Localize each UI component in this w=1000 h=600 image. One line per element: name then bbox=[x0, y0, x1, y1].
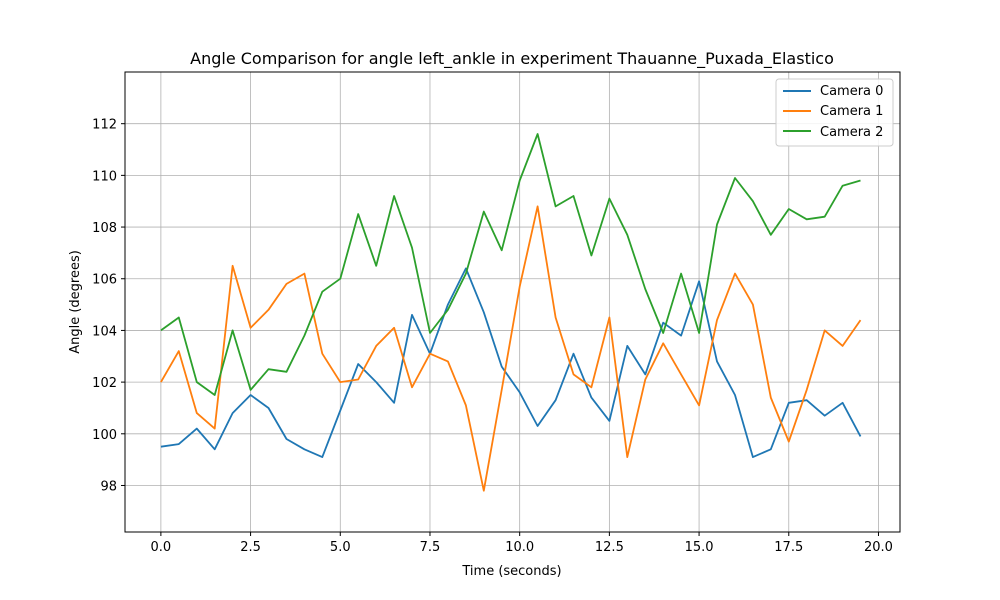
legend-box bbox=[775, 78, 894, 147]
y-axis-label: Angle (degrees) bbox=[68, 250, 83, 354]
axis-ticks: 0.0 2.5 5.0 7.5 10.0 12.5 15.0 17.5 20.0 98 100 102… bbox=[92, 118, 893, 555]
legend-label-camera-0: Camera 0 bbox=[820, 84, 883, 99]
y-tick-label: 106 bbox=[92, 273, 117, 288]
x-tick-label: 5.0 bbox=[330, 540, 351, 555]
x-tick-label: 10.0 bbox=[505, 540, 534, 555]
legend-label-camera-2: Camera 2 bbox=[820, 125, 883, 140]
plot-lines bbox=[160, 133, 862, 492]
y-tick-label: 112 bbox=[92, 118, 117, 133]
series-line-camera-2 bbox=[160, 133, 861, 396]
legend: Camera 0 Camera 1 Camera 2 bbox=[775, 78, 894, 147]
x-tick-label: 15.0 bbox=[685, 540, 714, 555]
plot-frame bbox=[124, 71, 901, 533]
y-tick-label: 110 bbox=[92, 169, 117, 184]
x-tick-label: 2.5 bbox=[240, 540, 261, 555]
x-tick-label: 12.5 bbox=[595, 540, 624, 555]
y-tick-label: 102 bbox=[92, 376, 117, 391]
x-tick-label: 7.5 bbox=[420, 540, 441, 555]
y-tick-label: 100 bbox=[92, 428, 117, 443]
series-line-camera-1 bbox=[160, 205, 862, 492]
x-axis-label: Time (seconds) bbox=[461, 564, 561, 579]
y-tick-label: 104 bbox=[92, 324, 117, 339]
grid bbox=[125, 72, 900, 532]
x-tick-label: 20.0 bbox=[864, 540, 893, 555]
y-tick-label: 98 bbox=[100, 479, 117, 494]
chart-title: Angle Comparison for angle left_ankle in… bbox=[190, 49, 834, 69]
x-tick-label: 0.0 bbox=[151, 540, 172, 555]
x-tick-label: 17.5 bbox=[774, 540, 803, 555]
legend-label-camera-1: Camera 1 bbox=[820, 104, 883, 119]
y-tick-label: 108 bbox=[92, 221, 117, 236]
series-line-camera-0 bbox=[160, 267, 862, 459]
